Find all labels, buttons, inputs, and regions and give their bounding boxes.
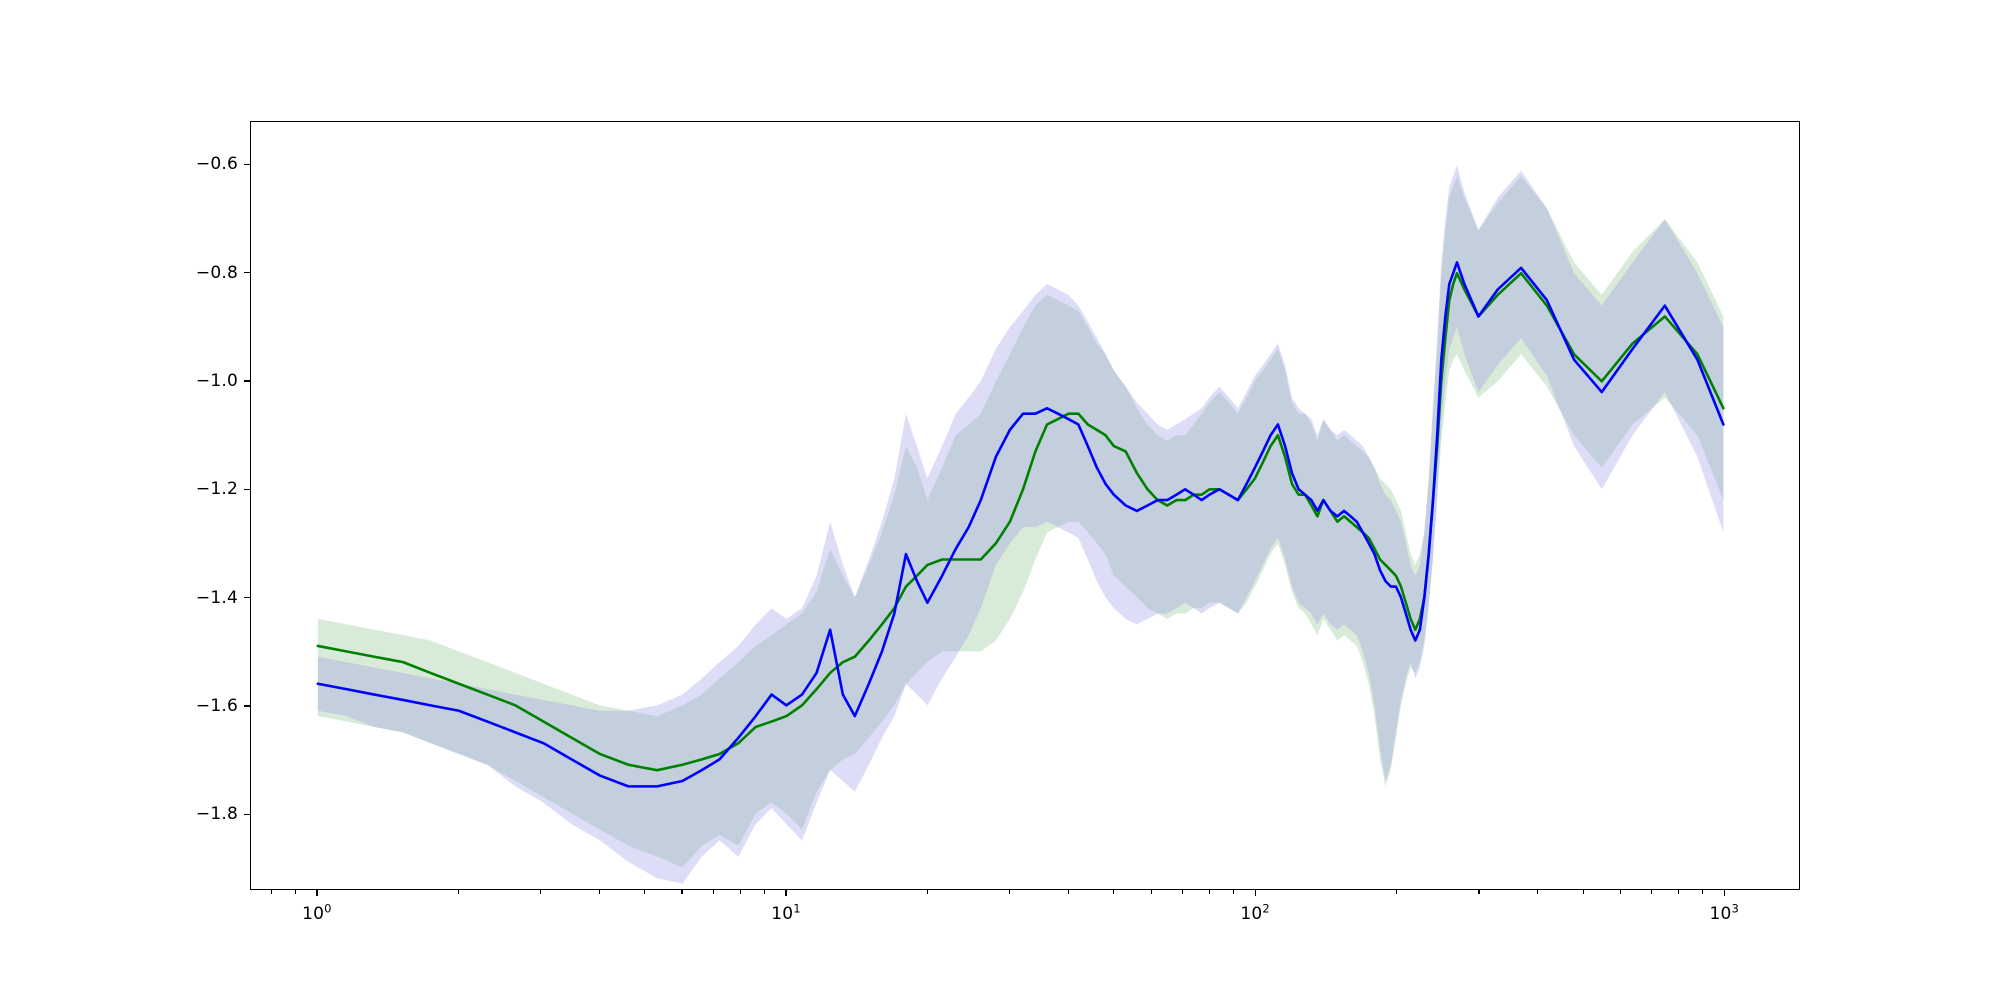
- x-tick-minor-mark: [1702, 890, 1704, 894]
- x-tick-minor-mark: [457, 890, 459, 894]
- x-tick-minor-mark: [1582, 890, 1584, 894]
- x-tick-minor-mark: [1181, 890, 1184, 894]
- x-tick-mark: [1254, 890, 1256, 896]
- data-line-series-blue: [318, 262, 1724, 786]
- y-tick-label: −1.0: [195, 370, 238, 391]
- x-tick-minor-mark: [740, 890, 742, 894]
- x-tick-minor-mark: [1009, 890, 1011, 894]
- x-tick-minor-mark: [712, 890, 714, 894]
- y-tick-label: −1.6: [195, 695, 238, 716]
- x-tick-label: 103: [1709, 901, 1740, 924]
- y-tick-label: −1.4: [195, 587, 238, 608]
- y-tick-label: −0.6: [195, 154, 238, 175]
- x-tick-minor-mark: [1209, 890, 1211, 894]
- y-tick-label: −1.2: [195, 479, 238, 500]
- x-tick-minor-mark: [598, 890, 600, 894]
- x-tick-minor-mark: [764, 890, 766, 894]
- x-tick-minor-mark: [1150, 890, 1152, 894]
- confidence-band-series-green: [317, 176, 1724, 868]
- x-tick-minor-mark: [1619, 890, 1621, 894]
- confidence-band-series-blue: [317, 165, 1724, 884]
- plot-axes: [250, 121, 1800, 890]
- x-tick-minor-mark: [681, 890, 683, 894]
- y-tick-label: −0.8: [195, 262, 238, 283]
- x-tick-minor-mark: [1067, 890, 1070, 894]
- x-tick-mark: [785, 890, 787, 896]
- x-tick-minor-mark: [1478, 890, 1480, 894]
- x-tick-minor-mark: [540, 890, 542, 894]
- x-tick-minor-mark: [294, 890, 296, 894]
- x-tick-minor-mark: [1233, 890, 1235, 894]
- x-tick-label: 102: [1240, 901, 1270, 924]
- y-tick-label: −1.8: [195, 804, 238, 825]
- x-tick-label: 101: [771, 901, 801, 924]
- plot-svg: [251, 165, 1799, 884]
- x-tick-minor-mark: [1651, 890, 1653, 894]
- x-tick-minor-mark: [270, 890, 272, 894]
- x-tick-label: 100: [302, 901, 332, 924]
- x-tick-mark: [316, 890, 318, 896]
- x-tick-minor-mark: [1678, 890, 1680, 894]
- x-tick-minor-mark: [644, 890, 646, 894]
- x-tick-mark: [1723, 890, 1725, 896]
- x-tick-minor-mark: [1113, 890, 1115, 894]
- x-tick-minor-mark: [926, 890, 928, 894]
- x-tick-minor-mark: [1537, 890, 1539, 894]
- x-tick-minor-mark: [1395, 890, 1397, 894]
